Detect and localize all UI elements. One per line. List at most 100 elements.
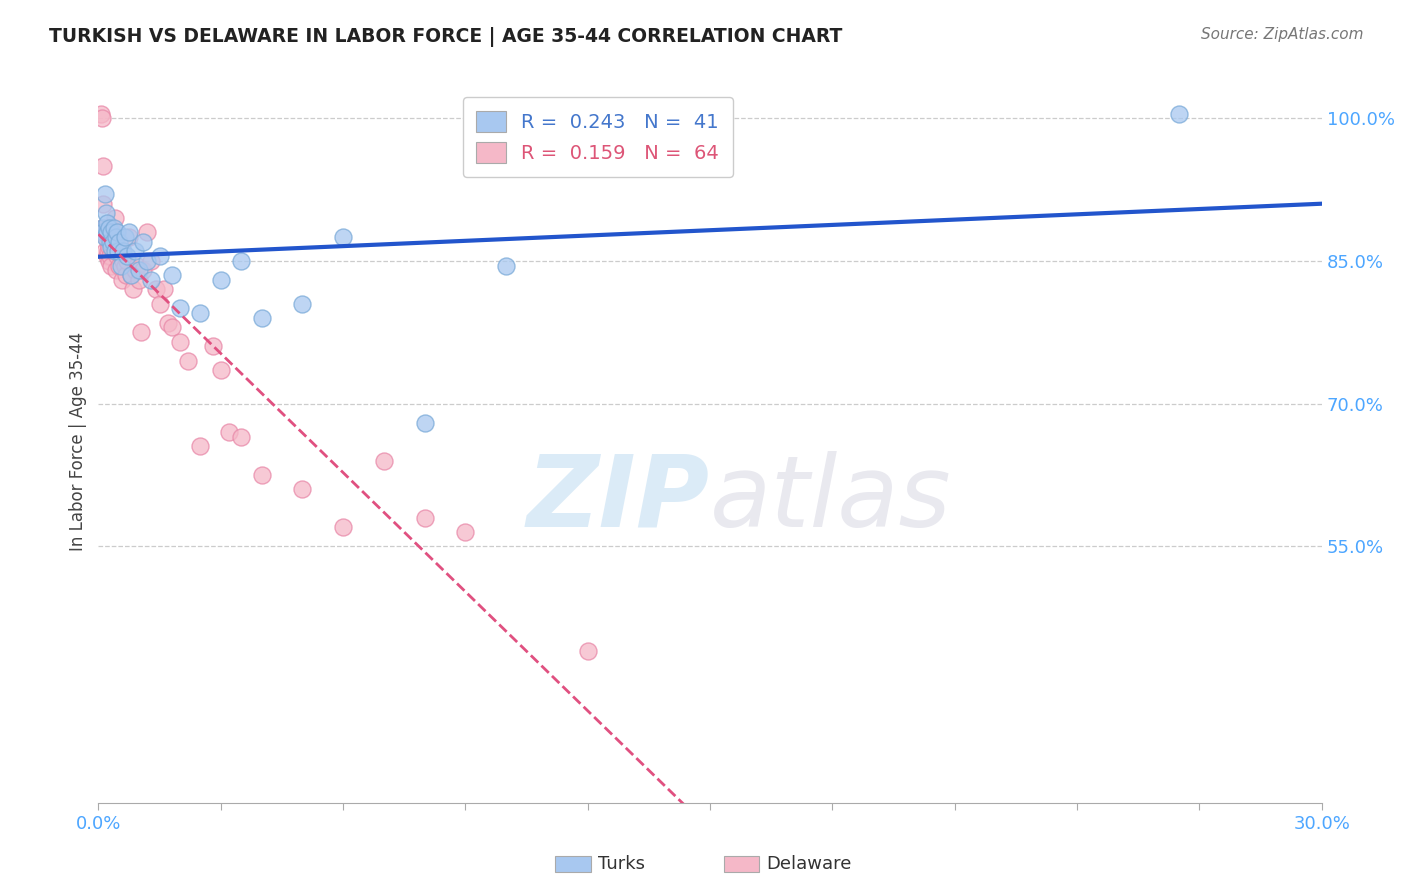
Point: [332, 230, 354, 244]
Point: [250, 467, 273, 482]
Point: [177, 353, 200, 368]
Point: [98, 235, 121, 249]
Text: atlas: atlas: [710, 450, 952, 548]
Point: [132, 235, 155, 249]
Point: [188, 306, 212, 320]
Point: [108, 259, 131, 273]
Point: [97, 235, 120, 249]
Point: [100, 259, 122, 273]
Point: [101, 235, 124, 249]
Point: [129, 325, 152, 339]
Point: [90, 112, 112, 126]
Text: Source: ZipAtlas.com: Source: ZipAtlas.com: [1201, 27, 1364, 42]
Point: [454, 524, 477, 539]
Point: [576, 643, 599, 657]
Point: [96, 226, 118, 240]
Point: [136, 253, 159, 268]
Point: [413, 510, 436, 524]
Point: [120, 268, 142, 282]
Legend: R =  0.243   N =  41, R =  0.159   N =  64: R = 0.243 N = 41, R = 0.159 N = 64: [463, 97, 733, 177]
Point: [107, 244, 129, 259]
Point: [96, 226, 118, 240]
Point: [124, 263, 146, 277]
Point: [209, 273, 232, 287]
Point: [231, 430, 253, 444]
Point: [100, 220, 122, 235]
Point: [93, 230, 115, 244]
Point: [1167, 106, 1189, 120]
Point: [332, 520, 354, 534]
Text: ZIP: ZIP: [527, 450, 710, 548]
Point: [141, 273, 163, 287]
Point: [108, 235, 131, 249]
Point: [128, 263, 150, 277]
Point: [156, 316, 179, 330]
Point: [149, 296, 172, 310]
Point: [90, 106, 112, 120]
Point: [413, 416, 436, 430]
Point: [231, 253, 253, 268]
Point: [91, 159, 114, 173]
Point: [104, 244, 127, 259]
Point: [94, 206, 117, 220]
Text: Turks: Turks: [598, 855, 644, 873]
Point: [103, 220, 125, 235]
Point: [114, 230, 136, 244]
Point: [291, 482, 314, 496]
Point: [97, 220, 120, 235]
Point: [100, 240, 122, 254]
Point: [141, 253, 163, 268]
Point: [96, 249, 118, 263]
Point: [104, 211, 127, 226]
Point: [495, 259, 517, 273]
Point: [124, 244, 146, 259]
Point: [94, 230, 117, 244]
Point: [89, 226, 111, 240]
Point: [110, 259, 132, 273]
Point: [97, 244, 120, 259]
Point: [93, 220, 115, 235]
Y-axis label: In Labor Force | Age 35-44: In Labor Force | Age 35-44: [69, 332, 87, 551]
Point: [91, 226, 114, 240]
Point: [201, 339, 224, 353]
Point: [373, 453, 395, 467]
Point: [107, 244, 129, 259]
Point: [132, 263, 155, 277]
Point: [122, 282, 145, 296]
Point: [103, 240, 125, 254]
Point: [104, 230, 127, 244]
Point: [128, 273, 150, 287]
Text: Delaware: Delaware: [766, 855, 852, 873]
Point: [105, 226, 128, 240]
Point: [111, 244, 134, 259]
Point: [152, 282, 174, 296]
Point: [160, 268, 183, 282]
Point: [250, 310, 273, 325]
Point: [291, 296, 314, 310]
Point: [96, 220, 118, 235]
Point: [101, 244, 124, 259]
Point: [115, 253, 138, 268]
Point: [93, 226, 115, 240]
Point: [160, 320, 183, 334]
Point: [120, 268, 142, 282]
Point: [104, 263, 127, 277]
Point: [94, 244, 117, 259]
Point: [127, 259, 149, 273]
Point: [98, 240, 121, 254]
Point: [94, 220, 117, 235]
Point: [110, 240, 132, 254]
Point: [218, 425, 240, 439]
Point: [105, 249, 128, 263]
Point: [169, 334, 191, 349]
Point: [98, 249, 121, 263]
Point: [114, 259, 136, 273]
Point: [100, 226, 122, 240]
Point: [145, 282, 167, 296]
Point: [136, 226, 159, 240]
Point: [118, 230, 141, 244]
Point: [94, 187, 117, 202]
Point: [91, 220, 114, 235]
Point: [115, 249, 138, 263]
Point: [91, 197, 114, 211]
